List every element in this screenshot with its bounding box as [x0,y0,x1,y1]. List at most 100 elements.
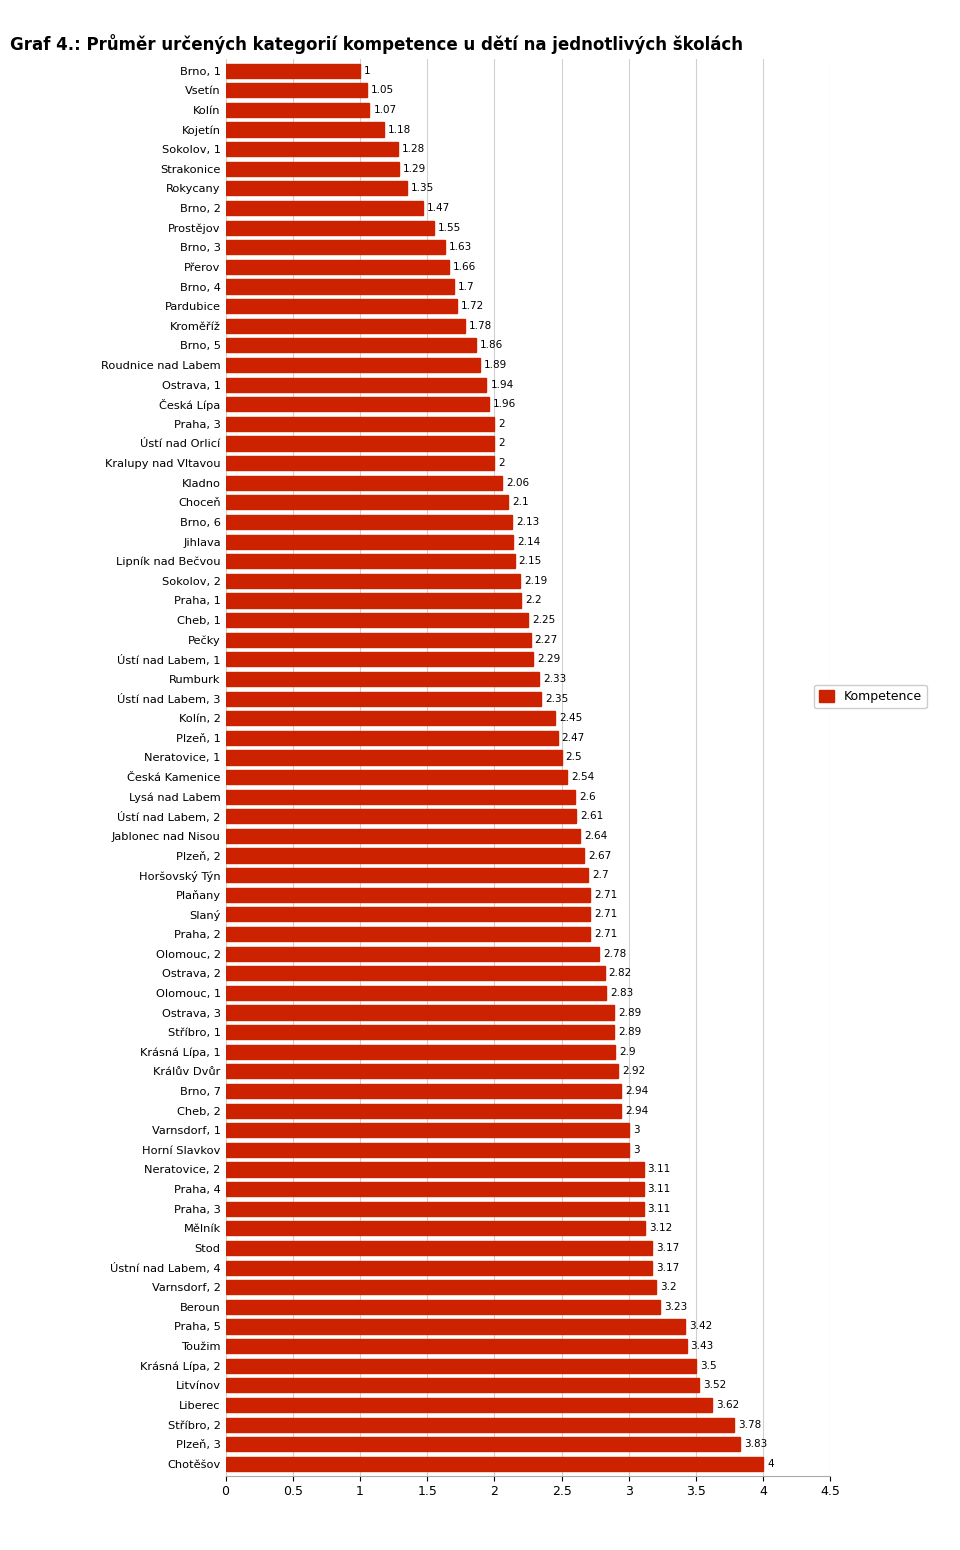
Text: 2.89: 2.89 [618,1028,641,1037]
Bar [226,338,475,352]
Bar [226,612,528,628]
Text: 2: 2 [498,418,505,429]
Text: 3.11: 3.11 [648,1184,671,1194]
Text: 2.29: 2.29 [538,654,561,665]
Bar [226,574,520,587]
Bar [226,1457,763,1471]
Text: 2.06: 2.06 [507,477,530,488]
Bar [226,888,589,902]
Bar [226,1083,621,1097]
Text: 2.5: 2.5 [565,752,583,763]
Text: 2.92: 2.92 [622,1066,645,1076]
Text: 2.7: 2.7 [592,870,610,880]
Text: 3.11: 3.11 [648,1164,671,1175]
Text: 2.54: 2.54 [571,772,594,783]
Bar [226,555,515,569]
Text: 2.9: 2.9 [619,1046,636,1057]
Bar [226,1104,621,1118]
Bar [226,319,465,333]
Text: 2.94: 2.94 [625,1105,648,1116]
Text: 1.07: 1.07 [373,105,396,115]
Bar [226,358,480,372]
Text: 3.83: 3.83 [744,1440,768,1449]
Text: 2.67: 2.67 [588,851,612,860]
Bar [226,1162,643,1176]
Bar [226,594,521,608]
Bar [226,1221,645,1235]
Bar [226,515,512,529]
Bar [226,181,407,195]
Bar [226,437,494,451]
Text: 2.45: 2.45 [559,713,582,724]
Text: 1.86: 1.86 [480,341,503,350]
Bar [226,653,534,666]
Bar [226,730,558,746]
Bar [226,476,502,490]
Bar [226,279,454,293]
Text: 1.89: 1.89 [484,360,507,370]
Text: 1.63: 1.63 [448,242,472,253]
Text: 2.15: 2.15 [518,556,541,566]
Bar [226,927,589,941]
Text: 3.62: 3.62 [716,1400,739,1410]
Text: 1.7: 1.7 [458,282,475,291]
Text: 1.47: 1.47 [427,203,450,212]
Text: 2.71: 2.71 [594,928,617,939]
Text: 1.55: 1.55 [438,223,461,232]
Text: 4: 4 [767,1459,774,1469]
Text: 1.96: 1.96 [493,400,516,409]
Text: 2.19: 2.19 [524,577,547,586]
Text: 3.78: 3.78 [737,1420,761,1429]
Bar [226,809,576,823]
Bar [226,868,588,882]
Bar [226,417,494,431]
Bar [226,143,397,157]
Bar [226,260,448,274]
Text: 1.05: 1.05 [371,85,394,95]
Bar [226,1418,733,1432]
Text: 2.83: 2.83 [610,987,634,998]
Bar [226,202,423,215]
Bar [226,1242,652,1256]
Bar [226,1378,699,1392]
Text: 2: 2 [498,439,505,448]
Text: 3.17: 3.17 [656,1263,679,1273]
Bar [226,1006,614,1020]
Text: 3.43: 3.43 [690,1341,714,1352]
Bar [226,966,605,980]
Bar [226,1065,618,1079]
Text: 1.72: 1.72 [461,301,484,312]
Text: 2.2: 2.2 [525,595,542,606]
Text: 3.23: 3.23 [663,1302,687,1311]
Text: 3.5: 3.5 [700,1361,717,1370]
Bar [226,1025,614,1038]
Text: 2.6: 2.6 [579,792,596,801]
Bar [226,632,531,646]
Text: 2.78: 2.78 [603,949,627,958]
Bar [226,64,360,78]
Bar [226,1437,740,1451]
Bar [226,1339,686,1353]
Bar [226,1183,643,1197]
Bar [226,829,581,843]
Text: 2.1: 2.1 [512,498,529,507]
Bar [226,102,370,116]
Text: 3.12: 3.12 [649,1223,672,1234]
Text: 2.27: 2.27 [535,634,558,645]
Text: 1.35: 1.35 [411,183,434,194]
Text: 1.94: 1.94 [491,380,514,389]
Bar [226,84,367,98]
Bar [226,750,562,764]
Text: 1.29: 1.29 [403,164,426,174]
Text: 3: 3 [633,1125,639,1135]
Text: 2.61: 2.61 [581,811,604,822]
Bar [226,671,539,687]
Bar [226,397,489,411]
Bar [226,691,541,705]
Text: 2: 2 [498,459,505,468]
Legend: Kompetence: Kompetence [814,685,927,708]
Text: 1.18: 1.18 [388,124,412,135]
Bar [226,1201,643,1215]
Bar [226,711,555,725]
Bar [226,1398,712,1412]
